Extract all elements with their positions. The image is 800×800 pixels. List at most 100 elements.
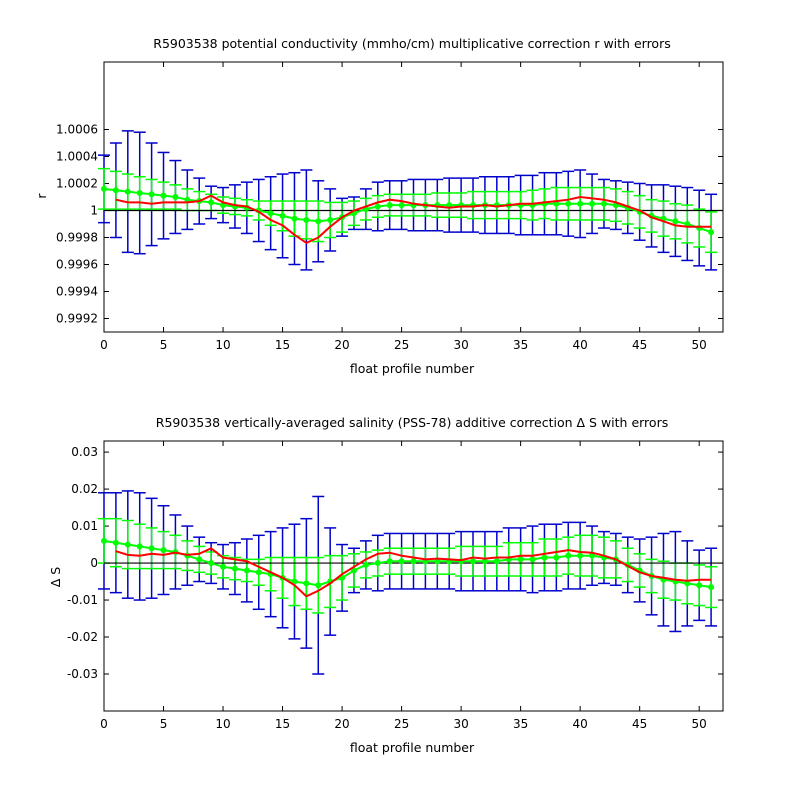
y-tick-label: 0 (90, 556, 98, 570)
total-error-bars (98, 490, 718, 675)
fit-series-point (220, 563, 227, 570)
x-tick-label: 10 (215, 338, 230, 352)
fit-series-point (327, 216, 334, 223)
fit-series-point (398, 558, 405, 565)
fit-series-point (517, 556, 524, 563)
x-tick-label: 30 (453, 717, 468, 731)
x-tick-label: 10 (215, 717, 230, 731)
fit-series-point (684, 580, 691, 587)
fit-series-point (374, 203, 381, 210)
y-tick-label: -0.01 (67, 593, 98, 607)
y-axis-label: r (34, 193, 49, 199)
fit-series-point (101, 537, 107, 544)
fit-series-point (434, 558, 441, 565)
fit-series-point (386, 202, 393, 209)
conductivity-correction-chart: R5903538 potential conductivity (mmho/cm… (34, 36, 724, 376)
fit-series-point (136, 543, 143, 550)
fit-series-point (708, 584, 715, 591)
y-tick-label: 1 (90, 204, 98, 218)
y-axis-label: Δ S (48, 567, 63, 588)
x-tick-label: 5 (160, 338, 168, 352)
fit-series-point (410, 558, 417, 565)
x-tick-label: 30 (453, 338, 468, 352)
fit-series-point (112, 187, 119, 194)
chart-title: R5903538 vertically-averaged salinity (P… (156, 415, 668, 430)
salinity-correction-chart: R5903538 vertically-averaged salinity (P… (48, 415, 724, 755)
fit-series-point (148, 545, 155, 552)
fit-series-point (315, 218, 322, 225)
fit-series-point (374, 560, 381, 567)
fit-series-point (493, 558, 500, 565)
fit-series-point (553, 554, 560, 561)
y-tick-label: 0.01 (71, 519, 98, 533)
y-tick-label: 0.03 (71, 445, 98, 459)
y-tick-label: 0.9994 (56, 285, 98, 299)
fit-series-point (481, 558, 488, 565)
fit-series-point (184, 196, 191, 203)
fit-series-point (101, 185, 107, 192)
fit-series-point (160, 192, 167, 199)
y-tick-label: 0.9998 (56, 231, 98, 245)
fit-series-point (291, 578, 298, 585)
x-tick-label: 20 (334, 717, 349, 731)
fit-series-point (386, 558, 393, 565)
x-axis-label: float profile number (350, 361, 475, 376)
fit-series-point (577, 552, 584, 559)
fit-series-point (160, 547, 167, 554)
fit-series-point (148, 191, 155, 198)
fit-series-point (398, 202, 405, 209)
y-tick-label: 1.0002 (56, 177, 98, 191)
fit-series-point (672, 218, 679, 225)
y-tick-label: -0.02 (67, 630, 98, 644)
x-tick-label: 0 (100, 717, 108, 731)
fit-series-point (243, 567, 250, 574)
x-tick-label: 40 (573, 338, 588, 352)
fit-series-point (124, 188, 131, 195)
fit-series-point (577, 200, 584, 207)
fit-series-point (684, 221, 691, 227)
x-tick-label: 20 (334, 338, 349, 352)
x-tick-label: 40 (573, 717, 588, 731)
fit-series-point (708, 229, 715, 236)
fit-series-point (565, 200, 572, 207)
x-tick-label: 35 (513, 717, 528, 731)
fit-series-line (103, 187, 712, 234)
fit-series-point (303, 580, 310, 587)
plot-area: 0 5 10 15 20 25 30 35 40 45 50 -0.03 -0.02 -0.01 0 0.01… (67, 440, 724, 731)
chart-title: R5903538 potential conductivity (mmho/cm… (153, 36, 670, 51)
fit-series-point (172, 194, 179, 200)
x-tick-label: 50 (692, 338, 707, 352)
fit-series-point (196, 556, 203, 563)
fit-series-point (350, 567, 357, 574)
fit-series-point (315, 582, 322, 589)
x-axis-label: float profile number (350, 740, 475, 755)
y-tick-label: -0.03 (67, 667, 98, 681)
fit-series-point (541, 554, 548, 561)
plot-area: 0 5 10 15 20 25 30 35 40 45 50 0.9992 0.9994 0.9996 0.… (56, 61, 724, 352)
y-tick-label: 0.9996 (56, 258, 98, 272)
fit-series-point (208, 199, 215, 206)
fit-series-point (303, 216, 310, 223)
x-tick-label: 15 (275, 338, 290, 352)
fit-series-point (470, 558, 477, 565)
y-tick-label: 1.0004 (56, 150, 98, 164)
x-tick-label: 25 (394, 717, 409, 731)
y-tick-label: 0.9992 (56, 312, 98, 326)
x-tick-label: 0 (100, 338, 108, 352)
estimate-series-line (115, 194, 712, 245)
fit-series-point (565, 552, 572, 559)
x-tick-label: 45 (632, 338, 647, 352)
y-tick-label: 0.02 (71, 482, 98, 496)
x-tick-label: 45 (632, 717, 647, 731)
fit-series-point (589, 552, 596, 559)
fit-series-point (136, 189, 143, 196)
fit-series-point (124, 541, 131, 548)
x-tick-label: 5 (160, 717, 168, 731)
estimate-series-line (115, 547, 712, 598)
x-tick-label: 50 (692, 717, 707, 731)
fit-series-point (279, 212, 286, 219)
x-tick-label: 35 (513, 338, 528, 352)
fit-series-point (529, 556, 536, 563)
fit-series-point (446, 202, 453, 209)
